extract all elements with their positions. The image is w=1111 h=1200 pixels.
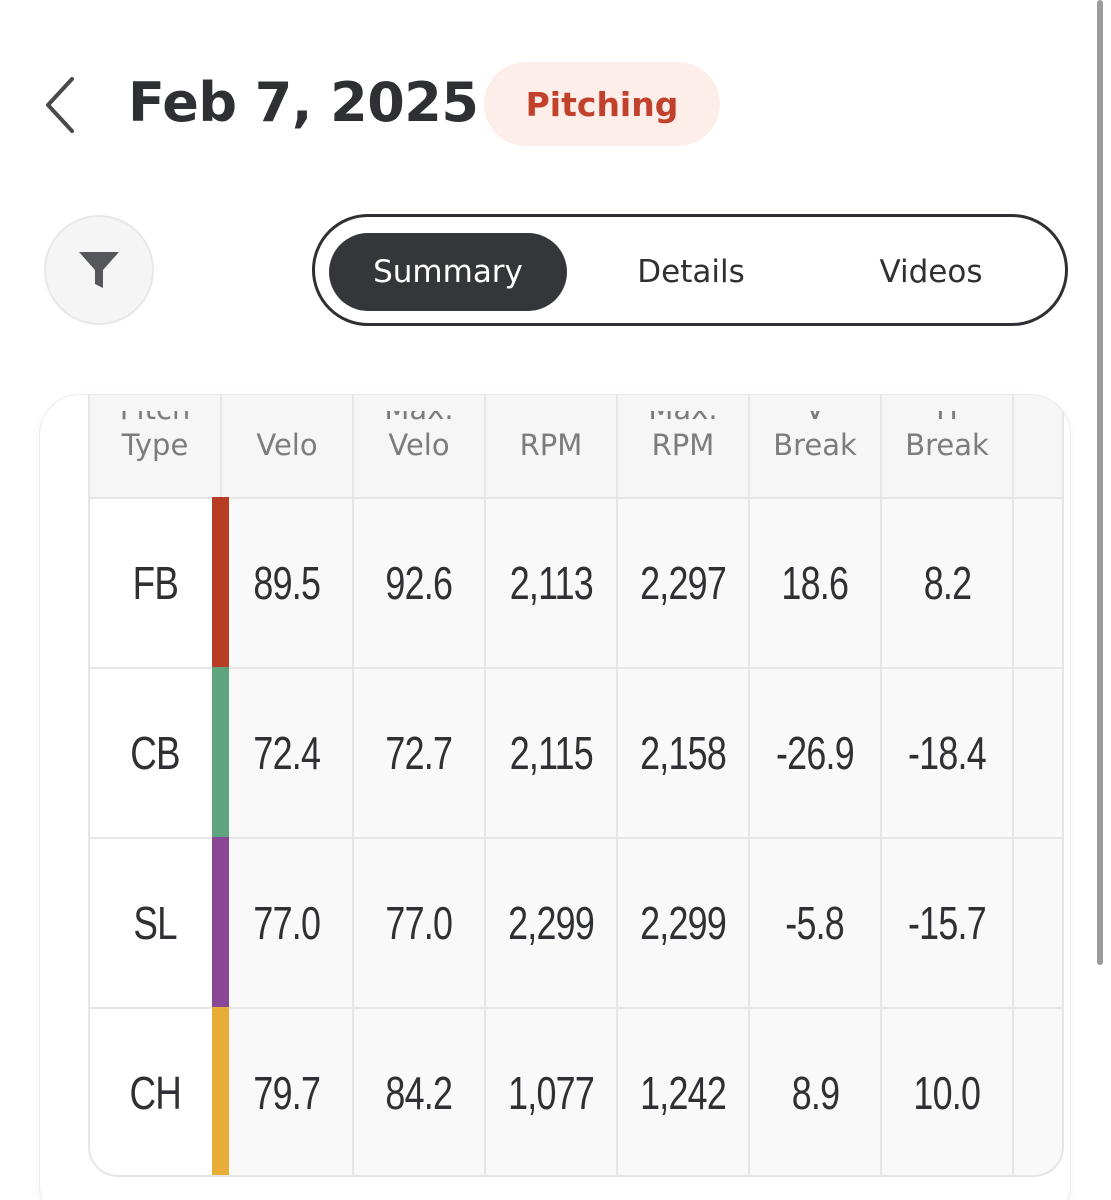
column-header-label: RPM [519, 428, 583, 462]
pitch-type-cell: FB [90, 499, 220, 667]
column-header-max-rpm[interactable]: Max. RPM [618, 395, 748, 497]
overflow-cell [1014, 669, 1062, 837]
max-rpm-cell: 2,158 [618, 669, 748, 837]
column-header-max-velo[interactable]: Max. Velo [354, 395, 484, 497]
v-break-cell: -5.8 [750, 839, 880, 1007]
column-header-top-label: Max. [648, 411, 717, 426]
column-header-label: RPM [651, 428, 715, 462]
h-break-cell: -18.4 [882, 669, 1012, 837]
rpm-value: 2,299 [508, 897, 595, 949]
session-type-badge: Pitching [484, 62, 720, 146]
tab-videos[interactable]: Videos [879, 254, 983, 290]
max-rpm-value: 2,297 [640, 557, 727, 609]
velo-cell: 89.5 [222, 499, 352, 667]
h-break-cell: -15.7 [882, 839, 1012, 1007]
back-button[interactable] [30, 70, 90, 140]
column-header-top-label: Pitch [120, 411, 191, 426]
v-break-cell: -26.9 [750, 669, 880, 837]
chevron-left-icon [46, 77, 74, 133]
max-velo-value: 84.2 [385, 1067, 453, 1119]
pitch-color-indicator [212, 1007, 229, 1175]
pitch-color-indicator [212, 837, 229, 1007]
h-break-value: 10.0 [913, 1067, 981, 1119]
filter-icon [79, 252, 119, 288]
filter-button[interactable] [44, 215, 154, 325]
v-break-cell: 8.9 [750, 1009, 880, 1175]
h-break-value: -15.7 [908, 897, 987, 949]
velo-cell: 72.4 [222, 669, 352, 837]
max-velo-value: 77.0 [385, 897, 453, 949]
pitch-type-value: FB [132, 557, 178, 609]
max-velo-value: 72.7 [385, 727, 453, 779]
max-rpm-cell: 2,297 [618, 499, 748, 667]
pitch-summary-card: Pitch Type Velo Max. Velo RPM Max. RPM V Break H Br… [40, 395, 1070, 1200]
rpm-value: 1,077 [508, 1067, 595, 1119]
column-header-pitch-type[interactable]: Pitch Type [90, 395, 220, 497]
overflow-cell [1014, 1009, 1062, 1175]
max-rpm-cell: 2,299 [618, 839, 748, 1007]
pitch-summary-table[interactable]: Pitch Type Velo Max. Velo RPM Max. RPM V Break H Br… [88, 395, 1064, 1177]
v-break-cell: 18.6 [750, 499, 880, 667]
v-break-value: -5.8 [785, 897, 845, 949]
max-velo-value: 92.6 [385, 557, 453, 609]
overflow-cell [1014, 499, 1062, 667]
column-header-top-label: Max. [384, 411, 453, 426]
velo-value: 89.5 [253, 557, 321, 609]
column-header-label: Velo [388, 428, 450, 462]
column-header-label: Break [773, 428, 857, 462]
v-break-value: 18.6 [781, 557, 849, 609]
max-velo-cell: 72.7 [354, 669, 484, 837]
rpm-cell: 2,115 [486, 669, 616, 837]
h-break-cell: 10.0 [882, 1009, 1012, 1175]
column-header-top-label: V [805, 411, 825, 426]
max-velo-cell: 77.0 [354, 839, 484, 1007]
column-header-h-break[interactable]: H Break [882, 395, 1012, 497]
tab-summary[interactable]: Summary [329, 233, 567, 311]
max-rpm-cell: 1,242 [618, 1009, 748, 1175]
v-break-value: -26.9 [776, 727, 855, 779]
pitch-type-cell: CB [90, 669, 220, 837]
pitch-color-indicator [212, 667, 229, 837]
h-break-value: -18.4 [908, 727, 987, 779]
pitch-type-cell: SL [90, 839, 220, 1007]
column-header-label: Break [905, 428, 989, 462]
max-rpm-value: 1,242 [640, 1067, 727, 1119]
column-header-v-break[interactable]: V Break [750, 395, 880, 497]
column-header-rpm[interactable]: RPM [486, 395, 616, 497]
column-header-label: Velo [256, 428, 318, 462]
rpm-value: 2,113 [509, 557, 593, 609]
h-break-cell: 8.2 [882, 499, 1012, 667]
max-velo-cell: 92.6 [354, 499, 484, 667]
max-rpm-value: 2,158 [640, 727, 727, 779]
pitch-type-cell: CH [90, 1009, 220, 1175]
rpm-value: 2,115 [509, 727, 593, 779]
tab-details[interactable]: Details [637, 254, 745, 290]
page-scrollbar[interactable] [1097, 0, 1103, 965]
column-header-top-label: H [936, 411, 958, 426]
h-break-value: 8.2 [923, 557, 971, 609]
velo-value: 72.4 [253, 727, 321, 779]
view-tabs: Summary Details Videos [312, 214, 1068, 326]
velo-cell: 79.7 [222, 1009, 352, 1175]
velo-value: 77.0 [253, 897, 321, 949]
max-velo-cell: 84.2 [354, 1009, 484, 1175]
pitch-type-value: SL [133, 897, 177, 949]
column-header-overflow [1014, 395, 1062, 497]
overflow-cell [1014, 839, 1062, 1007]
max-rpm-value: 2,299 [640, 897, 727, 949]
column-header-label: Type [121, 428, 189, 462]
column-header-velo[interactable]: Velo [222, 395, 352, 497]
velo-cell: 77.0 [222, 839, 352, 1007]
rpm-cell: 2,299 [486, 839, 616, 1007]
pitch-type-value: CB [130, 727, 180, 779]
rpm-cell: 2,113 [486, 499, 616, 667]
page-title: Feb 7, 2025 [128, 71, 479, 134]
pitch-type-value: CH [129, 1067, 181, 1119]
v-break-value: 8.9 [791, 1067, 839, 1119]
rpm-cell: 1,077 [486, 1009, 616, 1175]
velo-value: 79.7 [253, 1067, 321, 1119]
pitch-color-indicator [212, 497, 229, 667]
